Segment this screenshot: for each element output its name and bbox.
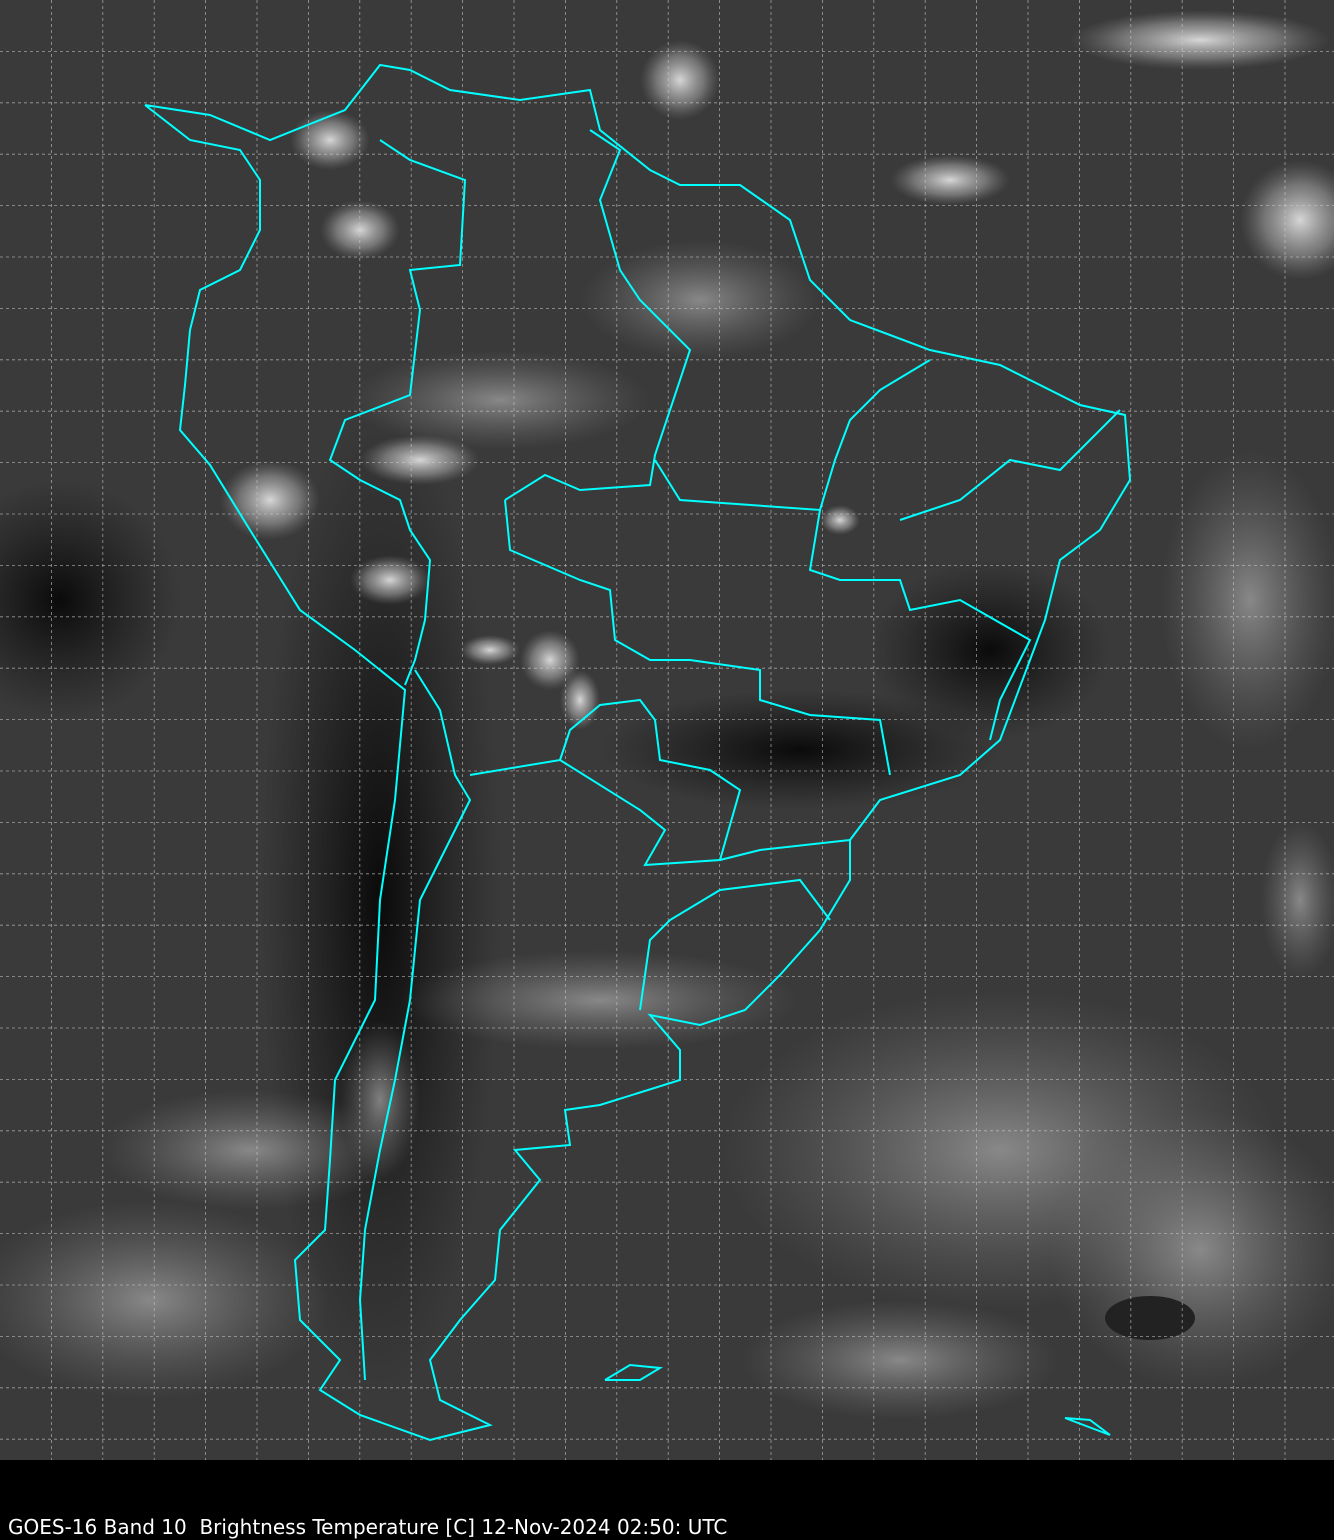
cloud-region bbox=[0, 1200, 330, 1400]
clear-sky-region bbox=[0, 480, 180, 720]
coastline bbox=[144, 63, 1132, 1442]
border bbox=[639, 878, 831, 1011]
clear-sky-region bbox=[600, 690, 1000, 810]
cloud-region bbox=[640, 40, 720, 120]
clear-sky-region bbox=[870, 560, 1110, 740]
cloud-region bbox=[1260, 820, 1334, 980]
border bbox=[504, 129, 692, 501]
cloud-region bbox=[1240, 160, 1334, 280]
border bbox=[469, 698, 742, 867]
cloud-region bbox=[580, 240, 820, 360]
border bbox=[808, 509, 1032, 741]
border bbox=[719, 839, 851, 861]
cloud-region bbox=[890, 155, 1010, 205]
border bbox=[899, 409, 1121, 521]
cloud-region bbox=[1160, 450, 1334, 750]
border bbox=[504, 499, 891, 776]
island bbox=[604, 1363, 664, 1381]
cloud-region bbox=[1070, 10, 1330, 70]
graticule bbox=[0, 0, 1334, 1460]
cloud-region bbox=[740, 1300, 1060, 1420]
cloud-region bbox=[290, 110, 370, 170]
border bbox=[654, 359, 931, 512]
cyclone-eye bbox=[1105, 1296, 1195, 1340]
image-caption: GOES-16 Band 10 Brightness Temperature [… bbox=[8, 1515, 728, 1539]
cloud-region bbox=[820, 505, 860, 535]
border bbox=[358, 669, 472, 1381]
cloud-region bbox=[220, 460, 320, 540]
country-borders bbox=[144, 63, 1132, 1442]
cloud-region bbox=[400, 950, 800, 1050]
border bbox=[328, 139, 467, 686]
island bbox=[1064, 1417, 1111, 1436]
cloud-region bbox=[350, 350, 650, 450]
cloud-region bbox=[560, 670, 600, 730]
cloud-region bbox=[360, 435, 480, 485]
cloud-region bbox=[460, 635, 520, 665]
cloud-region bbox=[350, 555, 430, 605]
cloud-region bbox=[100, 1090, 400, 1210]
satellite-map bbox=[0, 0, 1334, 1460]
